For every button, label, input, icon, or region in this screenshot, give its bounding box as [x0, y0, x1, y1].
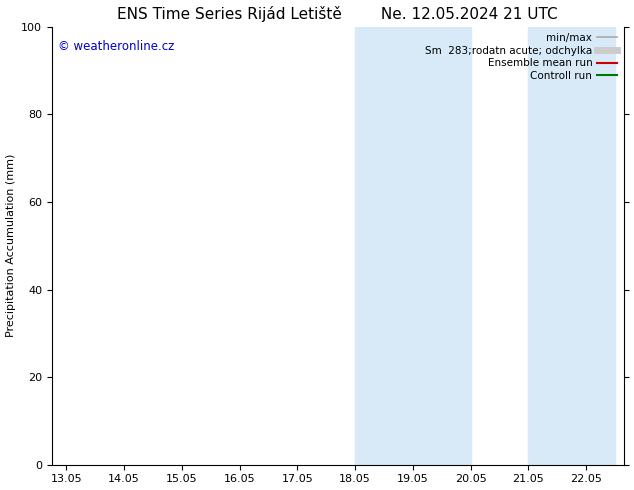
- Text: © weatheronline.cz: © weatheronline.cz: [58, 40, 174, 53]
- Title: ENS Time Series Rijád Letiště        Ne. 12.05.2024 21 UTC: ENS Time Series Rijád Letiště Ne. 12.05.…: [117, 5, 558, 22]
- Bar: [528, 27, 615, 465]
- Bar: [355, 27, 470, 465]
- Legend: min/max, Sm  283;rodatn acute; odchylka, Ensemble mean run, Controll run: min/max, Sm 283;rodatn acute; odchylka, …: [421, 29, 621, 85]
- Y-axis label: Precipitation Accumulation (mm): Precipitation Accumulation (mm): [6, 154, 16, 338]
